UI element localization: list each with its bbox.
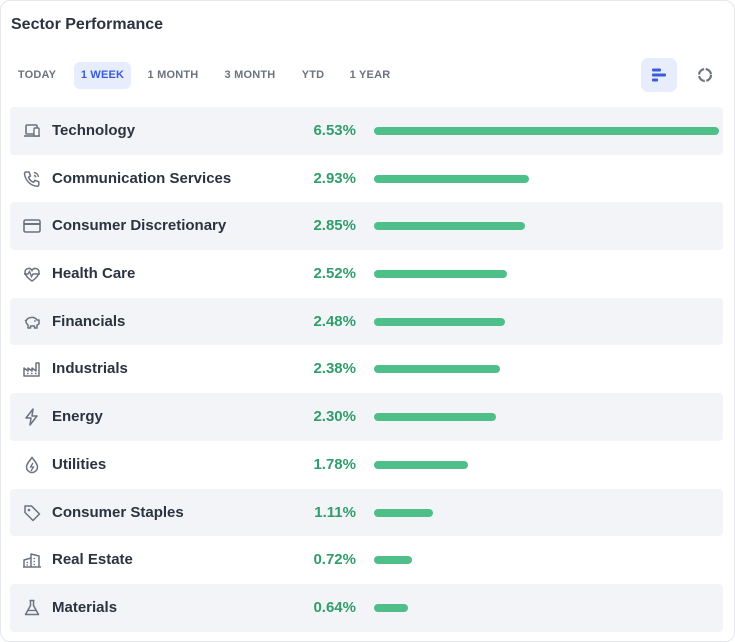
- sector-list: Technology 6.53% Communication Services 2.9…: [10, 107, 723, 632]
- sector-row-communication-services[interactable]: Communication Services 2.93%: [10, 155, 723, 203]
- flask-icon: [22, 598, 42, 618]
- phone-icon: [22, 169, 42, 189]
- performance-bar: [374, 508, 433, 517]
- performance-bar: [374, 174, 529, 183]
- sector-name: Health Care: [52, 265, 136, 283]
- performance-bar: [374, 603, 408, 612]
- tab-ytd[interactable]: YTD: [301, 69, 325, 81]
- sector-change-value: 6.53%: [313, 122, 356, 139]
- sector-row-industrials[interactable]: Industrials 2.38%: [10, 345, 723, 393]
- donut-chart-view-button[interactable]: [687, 58, 723, 92]
- credit-card-icon: [22, 216, 42, 236]
- sector-row-health-care[interactable]: Health Care 2.52%: [10, 250, 723, 298]
- sector-change-value: 0.64%: [313, 598, 356, 616]
- tab-1-month[interactable]: 1 MONTH: [147, 69, 199, 81]
- sector-row-technology[interactable]: Technology 6.53%: [10, 107, 723, 155]
- water-drop-icon: [22, 455, 42, 475]
- sector-name: Industrials: [52, 360, 128, 378]
- sector-row-energy[interactable]: Energy 2.30%: [10, 393, 723, 441]
- sector-name: Energy: [52, 408, 103, 426]
- sector-name: Utilities: [52, 455, 107, 473]
- performance-bar: [374, 270, 507, 279]
- bar-chart-icon: [652, 68, 666, 82]
- sector-name: Consumer Staples: [52, 503, 184, 521]
- sector-row-consumer-staples[interactable]: Consumer Staples 1.11%: [10, 488, 723, 537]
- laptop-icon: [22, 121, 42, 141]
- sector-row-utilities[interactable]: Utilities 1.78%: [10, 441, 723, 489]
- sector-change-value: 1.78%: [313, 455, 356, 473]
- sector-change-value: 2.85%: [313, 217, 356, 235]
- performance-bar: [374, 365, 500, 374]
- sector-name: Consumer Discretionary: [52, 217, 227, 235]
- piggy-bank-icon: [22, 312, 42, 332]
- sector-change-value: 2.30%: [313, 408, 356, 426]
- sector-name: Communication Services: [52, 169, 232, 187]
- tag-icon: [22, 503, 42, 523]
- sector-change-value: 2.38%: [313, 360, 356, 378]
- sector-change-value: 2.93%: [313, 169, 356, 187]
- card-title: Sector Performance: [11, 16, 164, 33]
- heartbeat-icon: [22, 264, 42, 284]
- sector-change-value: 0.72%: [313, 551, 356, 569]
- factory-icon: [22, 359, 42, 379]
- building-icon: [22, 550, 42, 570]
- performance-bar: [374, 460, 468, 469]
- performance-bar: [374, 127, 719, 135]
- sector-name: Real Estate: [52, 551, 133, 569]
- tab-3-month[interactable]: 3 MONTH: [224, 69, 276, 81]
- lightning-icon: [22, 407, 42, 427]
- tab-1-week[interactable]: 1 WEEK: [74, 62, 131, 89]
- donut-chart-icon: [697, 67, 713, 83]
- tab-1-year[interactable]: 1 YEAR: [349, 69, 391, 81]
- sector-change-value: 2.48%: [313, 312, 356, 330]
- sector-row-real-estate[interactable]: Real Estate 0.72%: [10, 536, 723, 584]
- sector-row-materials[interactable]: Materials 0.64%: [10, 583, 723, 632]
- performance-bar: [374, 413, 496, 422]
- performance-bar: [374, 556, 412, 565]
- sector-name: Financials: [52, 312, 126, 330]
- bar-chart-view-button[interactable]: [641, 58, 677, 92]
- sector-change-value: 1.11%: [314, 503, 356, 521]
- performance-bar: [374, 222, 525, 231]
- performance-bar: [374, 317, 505, 326]
- sector-change-value: 2.52%: [313, 265, 356, 283]
- tab-today[interactable]: TODAY: [17, 69, 57, 81]
- sector-row-consumer-discretionary[interactable]: Consumer Discretionary 2.85%: [10, 202, 723, 251]
- sector-name: Technology: [52, 122, 136, 139]
- sector-name: Materials: [52, 598, 118, 616]
- sector-row-financials[interactable]: Financials 2.48%: [10, 297, 723, 346]
